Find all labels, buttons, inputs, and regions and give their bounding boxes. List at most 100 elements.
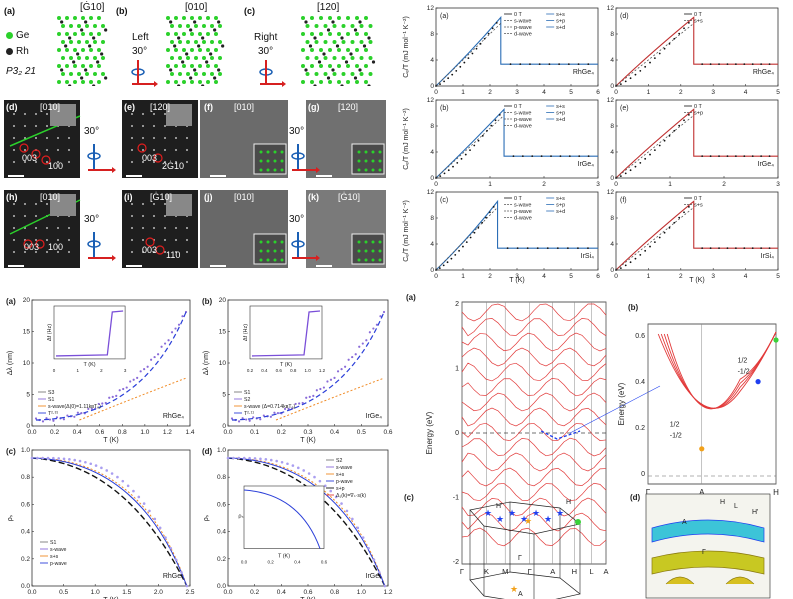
- rh-atom: [353, 76, 358, 80]
- rotation-arrow-icon: [291, 152, 305, 160]
- pen-inset-curve: [55, 310, 124, 357]
- inset-atom: [280, 168, 284, 172]
- legend-entry: 0 T: [694, 104, 702, 110]
- rotation-angle-label: 30°: [84, 214, 100, 225]
- pen-inset-xtick-label: 1.0: [304, 368, 311, 373]
- cp-data-point: [456, 161, 459, 164]
- pen-(a)-xtick-label: 0.0: [27, 429, 36, 436]
- cp-data-point: [624, 172, 627, 175]
- legend-entry: T²·³¹: [48, 411, 58, 417]
- cp-(f)-ytick-label: 0: [610, 267, 614, 274]
- cp-(c)-xtick-label: 6: [596, 273, 600, 280]
- pen-(b)-xtick-label: 0.2: [277, 429, 286, 436]
- diffraction-spot: [13, 227, 15, 229]
- pen-data-point: [329, 378, 333, 381]
- cp-(c)-ytick-label: 4: [430, 241, 434, 248]
- cp-(f)-xtick-label: 4: [744, 273, 748, 280]
- pen-data-point: [259, 418, 262, 421]
- weyl-star-icon: ★: [510, 584, 518, 594]
- ge-atom: [65, 64, 69, 68]
- cp-data-point: [473, 144, 476, 147]
- ge-atom: [198, 64, 202, 68]
- superfluid-data-point: [36, 456, 39, 460]
- rh-atom: [185, 52, 189, 56]
- sample-label: IrGe₄: [366, 413, 383, 420]
- ge-atom: [310, 32, 314, 36]
- cp-data-point: [658, 144, 661, 147]
- diffraction-inset-image: [166, 194, 192, 216]
- rh-atom: [68, 84, 72, 86]
- direction-label-a: [Ġ10]: [80, 2, 105, 13]
- ge-atom: [77, 56, 81, 60]
- diffraction-spot: [164, 203, 166, 205]
- ge-atom: [346, 32, 350, 36]
- ge-atom: [186, 40, 190, 44]
- panel-label: (e): [620, 105, 629, 112]
- cp-(c)-ytick-label: 12: [427, 189, 435, 196]
- legend-entry: s+p: [694, 111, 703, 117]
- pen-(b)-ytick-label: 20: [219, 297, 227, 304]
- pen-data-point: [283, 407, 287, 411]
- rh-atom: [60, 68, 64, 72]
- rh-atom: [80, 76, 84, 80]
- band-line: [461, 527, 607, 547]
- ge-atom: [328, 48, 332, 52]
- rh-atom: [304, 68, 308, 72]
- rh-atom: [209, 52, 213, 56]
- ge-atom: [174, 48, 178, 52]
- superfluid-data-point: [57, 457, 60, 460]
- inset-atom: [378, 150, 382, 154]
- cp-data-point: [644, 65, 647, 68]
- k-point-label: H: [773, 488, 779, 497]
- arrowhead-icon: [112, 255, 116, 261]
- diffraction-spot-marker: [23, 239, 33, 249]
- superfluid-data-point: [264, 458, 268, 461]
- panel-label: (a): [440, 13, 449, 20]
- diffraction-spot: [153, 227, 155, 229]
- pen-(c)-ytick-label: 0.0: [21, 583, 30, 590]
- ge-atom: [194, 56, 198, 60]
- ge-atom: [206, 48, 210, 52]
- ge-atom: [319, 32, 323, 36]
- rh-atom: [68, 36, 72, 40]
- legend-entry: s+p: [336, 486, 345, 492]
- cp-data-point: [488, 211, 491, 214]
- cp-data-point: [639, 253, 642, 256]
- rh-atom: [189, 76, 193, 80]
- cp-data-point: [512, 155, 515, 158]
- diffraction-spot: [46, 203, 48, 205]
- pen-(c)-xtick-label: 2.5: [185, 589, 194, 596]
- ge-legend-icon: [6, 32, 13, 39]
- pen-(b)-ytick-label: 0: [222, 423, 226, 430]
- pen-data-point: [241, 417, 244, 420]
- cp-(c)-xtick-label: 5: [569, 273, 573, 280]
- rh-atom: [205, 60, 209, 64]
- pen-(d)-xtick-label: 0.4: [277, 589, 286, 596]
- inset-atom: [273, 258, 277, 262]
- pen-(c)-ytick-label: 0.2: [21, 556, 30, 563]
- cp-data-point: [619, 175, 622, 178]
- cp-data-point: [469, 149, 471, 152]
- cp-data-point: [751, 247, 754, 250]
- rho-inset-xlabel: T (K): [278, 554, 290, 560]
- ge-atom: [214, 32, 218, 36]
- cp-data-point: [663, 139, 666, 142]
- diffraction-spot: [131, 113, 133, 115]
- cp-data-point: [701, 155, 704, 158]
- ge-atom: [355, 32, 359, 36]
- inset-atom: [259, 249, 263, 253]
- diffraction-spot: [175, 239, 177, 241]
- cp-(f)-ytick-label: 4: [610, 241, 614, 248]
- cp-data-point: [519, 63, 522, 66]
- rh-atom: [169, 20, 173, 24]
- rotate-left-label: Left: [132, 32, 149, 43]
- diffraction-spot: [68, 137, 70, 139]
- ge-atom: [186, 72, 190, 76]
- crystal-lattice-a: [57, 16, 108, 86]
- k-point-label: L: [590, 567, 594, 576]
- rh-atom: [76, 52, 80, 56]
- cp-data-point: [567, 63, 570, 66]
- ge-atom: [368, 72, 373, 76]
- cp-data-point: [615, 269, 617, 271]
- superfluid-data-point: [313, 475, 316, 479]
